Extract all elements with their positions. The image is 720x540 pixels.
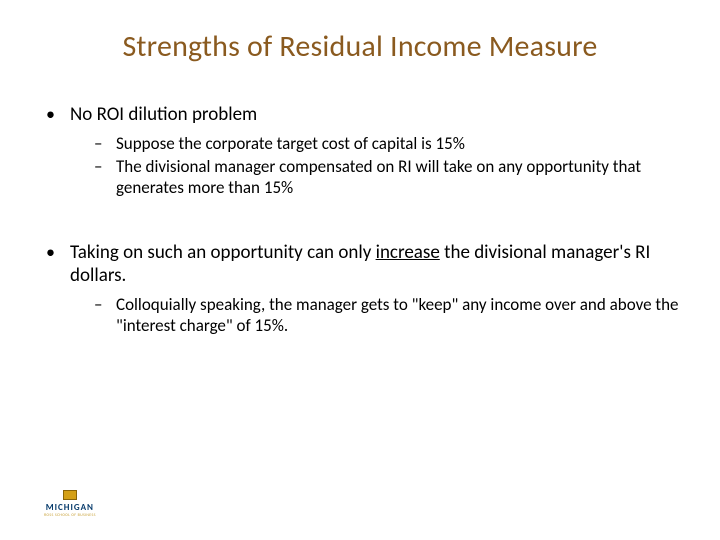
spacer [40,207,680,241]
slide-body: No ROI dilution problem Suppose the corp… [40,103,680,337]
sub-bullet-text: The divisional manager compensated on RI… [116,156,641,198]
bullet-item: No ROI dilution problem Suppose the corp… [40,103,680,199]
sub-bullet-list: Suppose the corporate target cost of cap… [70,133,680,199]
bullet-text-pre: Taking on such an opportunity can only [70,241,376,264]
slide-title: Strengths of Residual Income Measure [40,28,680,65]
sub-bullet-item: The divisional manager compensated on RI… [94,156,680,199]
logo-text: MICHIGAN [46,502,94,513]
sub-bullet-item: Colloquially speaking, the manager gets … [94,294,680,337]
logo: MICHIGAN ROSS SCHOOL OF BUSINESS [44,490,96,518]
sub-bullet-item: Suppose the corporate target cost of cap… [94,133,680,154]
logo-subtext: ROSS SCHOOL OF BUSINESS [44,513,96,518]
bullet-list: No ROI dilution problem Suppose the corp… [40,103,680,199]
bullet-text: No ROI dilution problem [70,103,257,126]
sub-bullet-text: Suppose the corporate target cost of cap… [116,133,465,154]
bullet-text-underline: increase [376,241,440,264]
slide: Strengths of Residual Income Measure No … [0,0,720,540]
bullet-item: Taking on such an opportunity can only i… [40,241,680,337]
sub-bullet-list: Colloquially speaking, the manager gets … [70,294,680,337]
sub-bullet-text: Colloquially speaking, the manager gets … [116,294,679,336]
logo-mark-icon [63,490,77,500]
bullet-list: Taking on such an opportunity can only i… [40,241,680,337]
